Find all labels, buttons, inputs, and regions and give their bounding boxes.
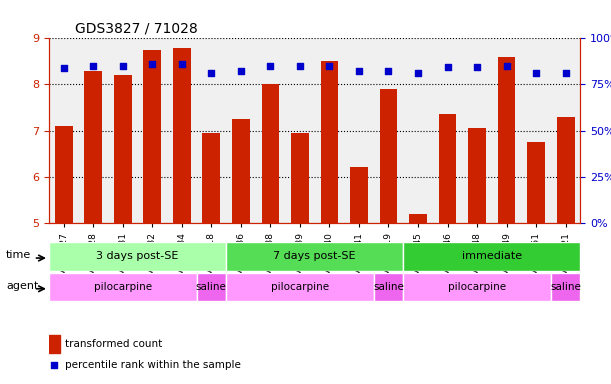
FancyBboxPatch shape: [49, 242, 226, 271]
Text: immediate: immediate: [462, 251, 522, 262]
Text: pilocarpine: pilocarpine: [93, 282, 152, 292]
Bar: [144, 50, 161, 223]
Bar: [379, 89, 397, 223]
Bar: [84, 71, 102, 223]
Bar: [49, 335, 59, 353]
FancyBboxPatch shape: [403, 242, 580, 271]
Bar: [262, 84, 279, 223]
FancyBboxPatch shape: [197, 273, 226, 301]
Bar: [409, 214, 427, 223]
Bar: [173, 48, 191, 223]
Point: [265, 63, 275, 69]
Bar: [291, 133, 309, 223]
Text: 7 days post-SE: 7 days post-SE: [273, 251, 356, 262]
Point: [358, 245, 368, 252]
Point: [236, 68, 246, 74]
Bar: [557, 117, 574, 223]
Point: [442, 65, 452, 71]
Text: saline: saline: [373, 282, 404, 292]
Point: [561, 70, 571, 76]
Point: [295, 63, 305, 69]
Bar: [202, 133, 220, 223]
Text: GDS3827 / 71028: GDS3827 / 71028: [76, 22, 198, 36]
Text: saline: saline: [196, 282, 227, 292]
Text: 3 days post-SE: 3 days post-SE: [97, 251, 178, 262]
Point: [502, 63, 511, 69]
Point: [88, 63, 98, 69]
Bar: [232, 119, 250, 223]
Point: [177, 61, 187, 67]
Point: [207, 70, 216, 76]
FancyBboxPatch shape: [49, 273, 197, 301]
Text: pilocarpine: pilocarpine: [271, 282, 329, 292]
Point: [354, 68, 364, 74]
Point: [59, 65, 68, 71]
Bar: [114, 75, 131, 223]
Point: [147, 61, 157, 67]
Point: [413, 70, 423, 76]
FancyBboxPatch shape: [551, 273, 580, 301]
FancyBboxPatch shape: [374, 273, 403, 301]
Text: percentile rank within the sample: percentile rank within the sample: [65, 360, 241, 370]
Bar: [55, 126, 73, 223]
Text: transformed count: transformed count: [65, 339, 162, 349]
Bar: [498, 57, 516, 223]
Point: [384, 68, 393, 74]
FancyBboxPatch shape: [226, 273, 374, 301]
Bar: [350, 167, 368, 223]
Point: [324, 63, 334, 69]
Bar: [439, 114, 456, 223]
Text: pilocarpine: pilocarpine: [448, 282, 506, 292]
Point: [118, 63, 128, 69]
Text: time: time: [6, 250, 31, 260]
FancyBboxPatch shape: [403, 273, 551, 301]
Text: agent: agent: [6, 281, 38, 291]
FancyBboxPatch shape: [226, 242, 403, 271]
Point: [472, 65, 482, 71]
Bar: [468, 128, 486, 223]
Bar: [321, 61, 338, 223]
Point: [531, 70, 541, 76]
Bar: [527, 142, 545, 223]
Text: saline: saline: [551, 282, 581, 292]
